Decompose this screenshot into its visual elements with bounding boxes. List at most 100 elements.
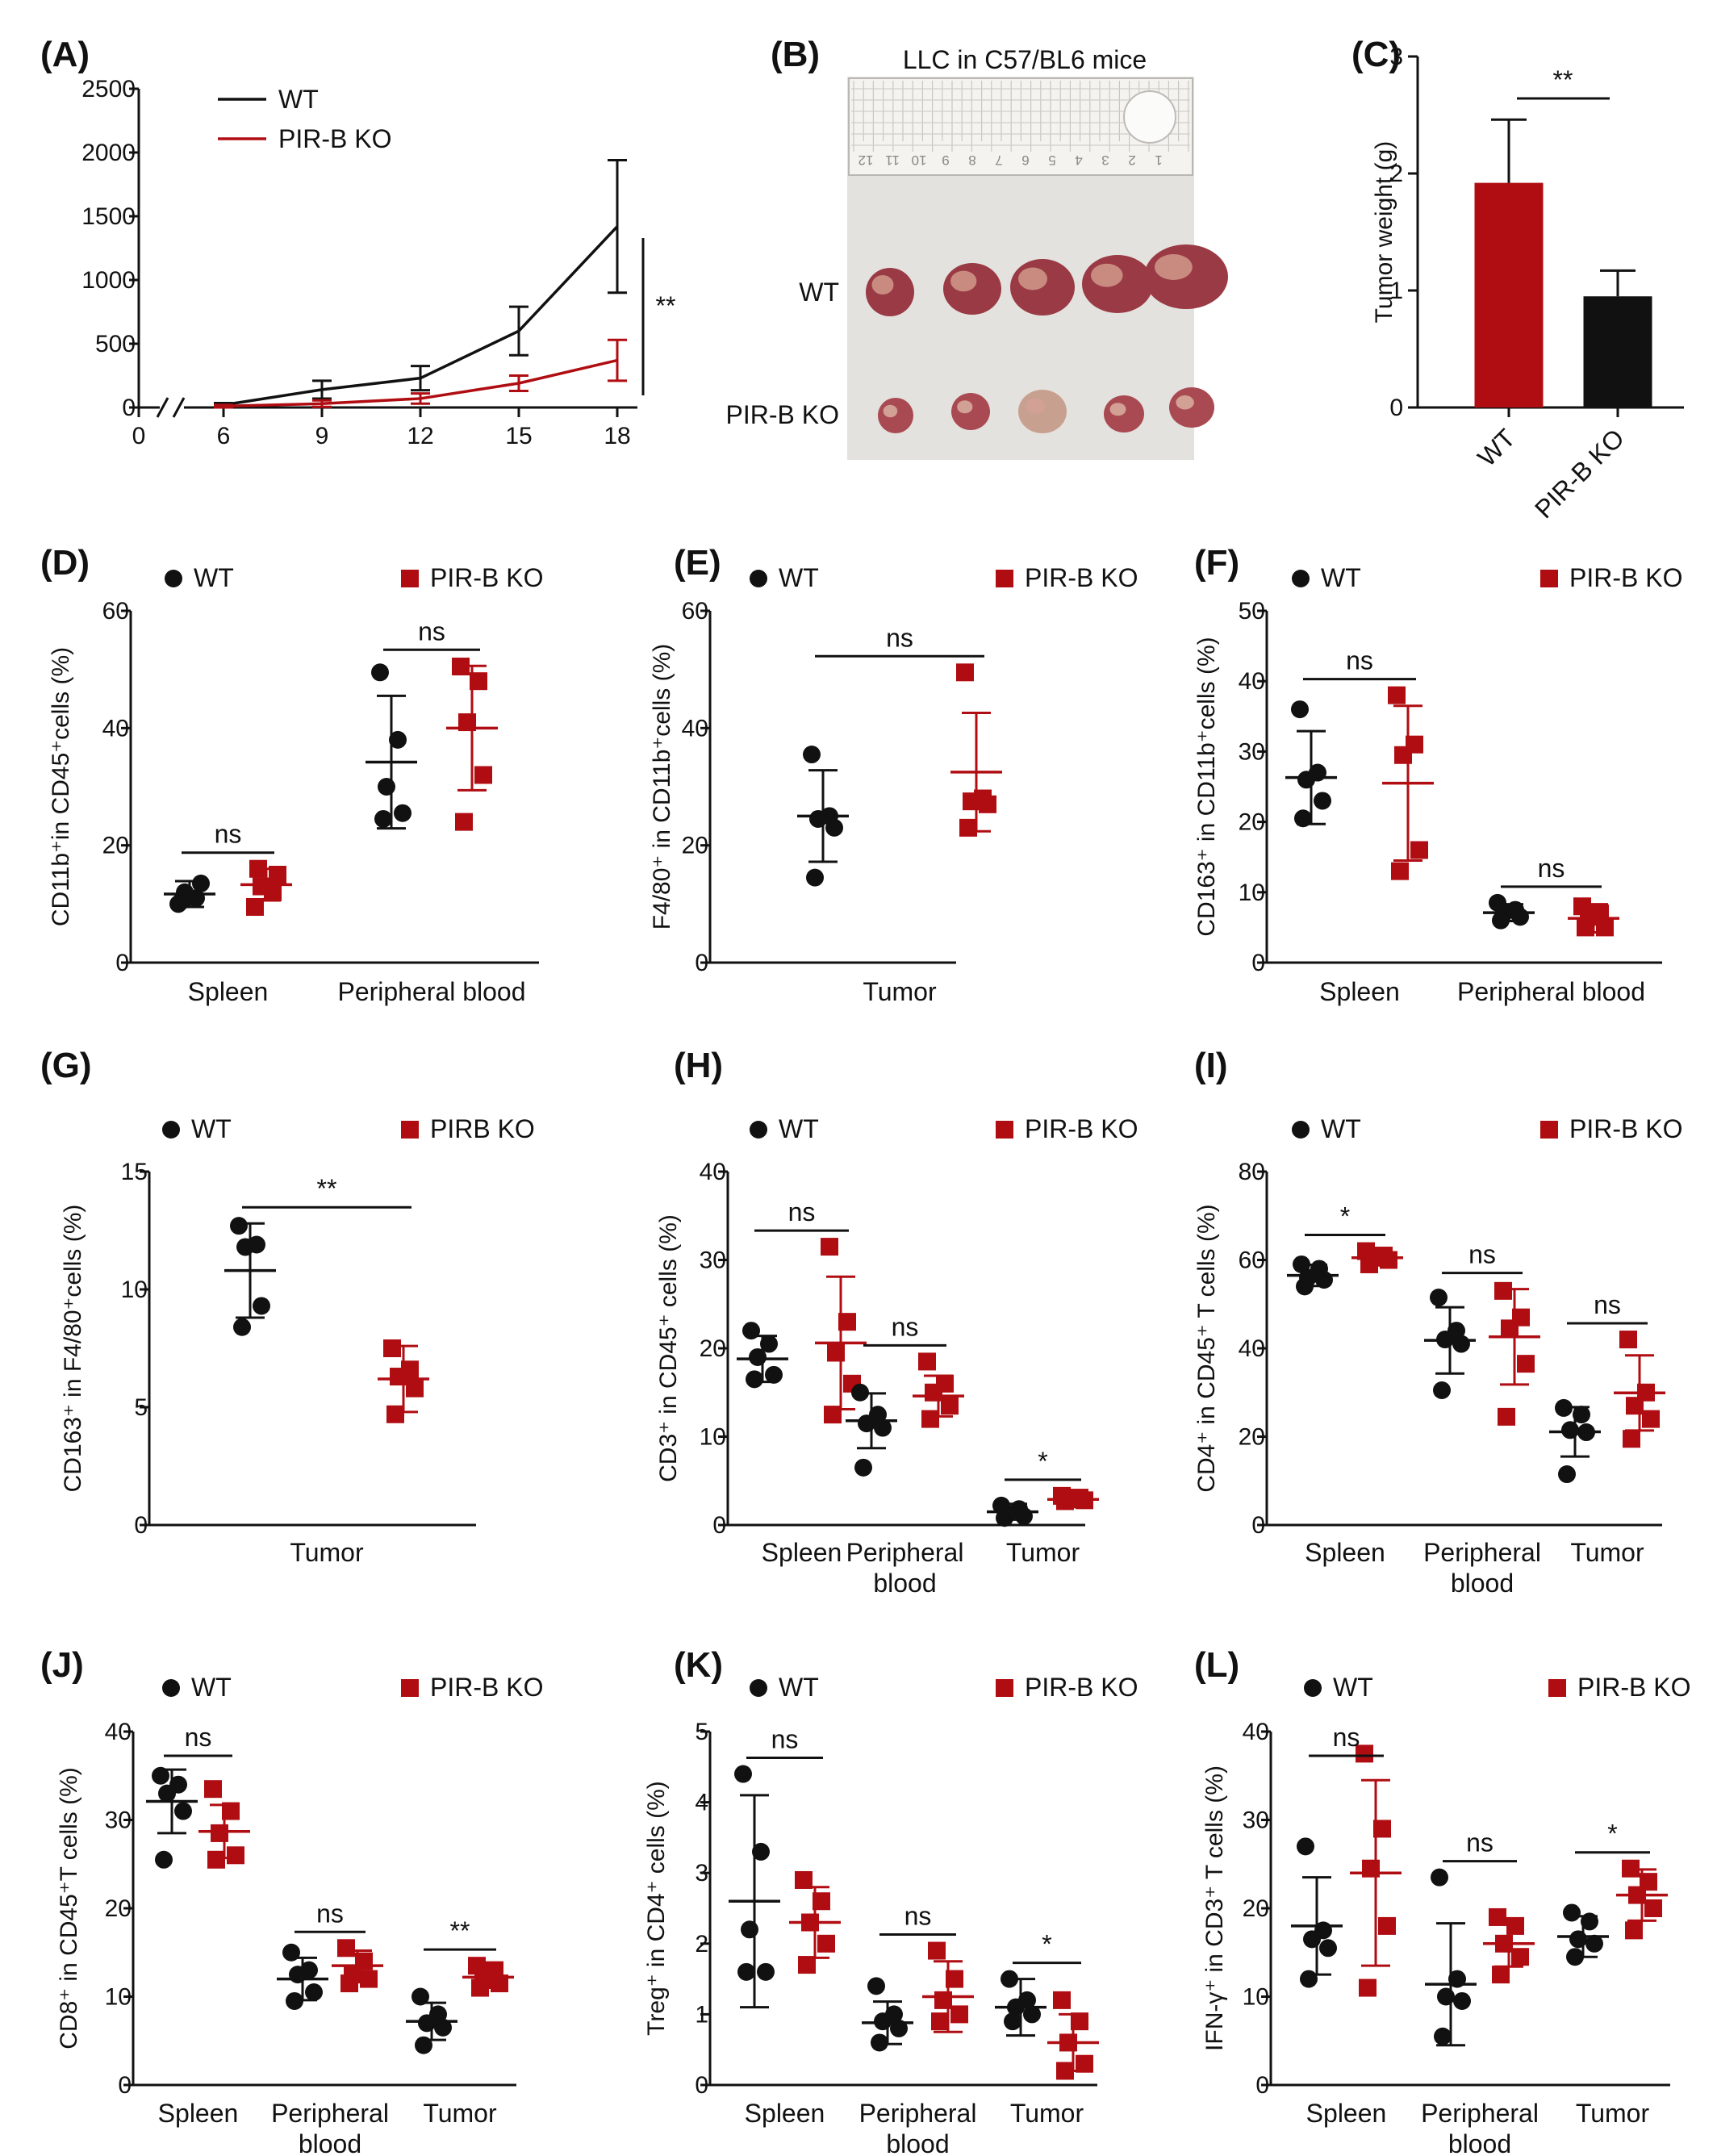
y-tick-label: 40 [105, 1719, 132, 1745]
x-category-label: Tumor [1576, 2099, 1650, 2128]
x-category-label: Tumor [1006, 1538, 1080, 1567]
wt-point [378, 778, 395, 796]
row-label-ko: PIR-B KO [726, 400, 839, 429]
ko-point [821, 1238, 838, 1256]
wt-point [809, 809, 827, 828]
y-tick-label: 0 [695, 950, 708, 976]
wt-point [867, 1977, 885, 1995]
panel-label: (B) [771, 35, 820, 74]
ko-point [269, 866, 286, 884]
panel-d: (D) WT PIR-B KO 0 20 40 60 CD11b⁺in CD45⁺cells … [40, 543, 543, 1006]
wt-point [803, 746, 821, 764]
wt-point [152, 1766, 169, 1785]
legend-wt-marker [750, 1679, 767, 1697]
legend-ko-label: PIR-B KO [430, 563, 543, 592]
tumor-highlight [1091, 263, 1123, 287]
tumor-highlight [1176, 395, 1194, 410]
wt-point [1431, 1868, 1448, 1886]
y-tick-label: 0 [1251, 1512, 1265, 1539]
y-axis-label: CD4⁺ in CD45⁺ T cells (%) [1193, 1204, 1220, 1492]
y-tick-label: 10 [105, 1984, 132, 2011]
ko-point [931, 2012, 949, 2031]
y-tick-label: 15 [121, 1159, 148, 1185]
ko-point [979, 795, 996, 813]
legend-ko-marker [996, 1679, 1013, 1697]
y-tick-label: 20 [105, 1895, 132, 1922]
wt-point [1453, 1991, 1471, 2010]
legend-wt-marker [1304, 1679, 1322, 1697]
wt-point [825, 818, 843, 837]
tumor-highlight [957, 400, 973, 414]
panel-i: (I) WT PIR-B KO 0 20 40 60 80 CD4⁺ in CD45⁺ T ce… [1193, 1046, 1682, 1598]
significance-label: ns [418, 616, 445, 646]
wt-point [1297, 771, 1315, 789]
wt-point [737, 1962, 755, 1981]
tumor-highlight [1026, 398, 1045, 414]
ko-point [1391, 862, 1409, 880]
ko-point [813, 1892, 830, 1911]
wt-point [192, 874, 210, 892]
ruler-number: 9 [942, 153, 949, 168]
significance-label: ns [215, 820, 242, 849]
significance-label: * [1038, 1447, 1047, 1476]
y-tick-label: 60 [682, 598, 708, 625]
y-tick-label: 0 [695, 2072, 708, 2099]
ko-tumor [878, 398, 913, 433]
legend-ko-marker [401, 570, 419, 587]
bar-ko [1583, 296, 1652, 407]
ko-point [925, 1383, 942, 1402]
ko-point [1501, 1319, 1519, 1338]
x-tick-label: 9 [315, 423, 329, 449]
x-tick-label: 18 [604, 423, 630, 449]
panel-h: (H) WT PIR-B KO 0 10 20 30 40 CD3⁺ in CD45⁺ cell… [655, 1046, 1138, 1598]
legend-wt-marker [750, 1121, 767, 1139]
y-tick-label: 30 [1239, 738, 1265, 765]
ko-point [963, 792, 980, 811]
legend-wt-label: WT [779, 1114, 819, 1143]
wt-point [746, 1370, 763, 1389]
y-axis-label: CD163⁺ in CD11b⁺cells (%) [1193, 637, 1220, 936]
ko-point [1373, 1820, 1391, 1838]
wt-point [173, 892, 190, 910]
wt-point [253, 1297, 270, 1315]
ko-point [1577, 918, 1594, 937]
wt-point [741, 1920, 758, 1939]
ruler-number: 11 [885, 153, 900, 168]
ko-point [950, 2005, 968, 2024]
legend-ko-marker [1548, 1679, 1566, 1697]
ko-point [946, 1970, 963, 1988]
ruler-number: 7 [995, 153, 1002, 168]
y-tick-label: 1 [1389, 278, 1403, 304]
legend-wt-label: WT [194, 563, 234, 592]
x-category-label: PIR-B KO [1529, 423, 1630, 524]
y-axis-label: F4/80⁺ in CD11b⁺cells (%) [649, 644, 675, 930]
y-tick-label: 20 [700, 1335, 726, 1362]
legend-wt-label: WT [779, 1673, 819, 1702]
y-tick-label: 0 [712, 1512, 726, 1539]
ko-point [1071, 2012, 1088, 2031]
ko-point [1619, 1331, 1637, 1349]
panel-a: (A) 0 500 1000 1500 2000 2500 0 6 9 12 15 18 WT PIR-B … [40, 35, 675, 449]
ko-point [1492, 1966, 1510, 1984]
y-axis-label: CD3⁺ in CD45⁺ cells (%) [655, 1214, 682, 1482]
y-tick-label: 30 [105, 1807, 132, 1834]
wt-point [854, 1458, 872, 1477]
y-tick-label: 40 [1239, 1335, 1265, 1362]
wt-point [389, 730, 407, 749]
legend-ko-label: PIR-B KO [430, 1673, 543, 1702]
wt-point [734, 1765, 752, 1783]
legend-ko-label: PIR-B KO [1025, 1673, 1138, 1702]
x-category-label: blood [873, 1569, 936, 1598]
y-tick-label: 20 [1239, 1424, 1265, 1451]
significance-label: ns [1346, 646, 1373, 675]
wt-point [1434, 2027, 1452, 2045]
y-tick-label: 40 [682, 715, 708, 742]
y-tick-label: 80 [1239, 1159, 1265, 1185]
tumor-highlight [1109, 403, 1126, 416]
significance-label: ** [656, 291, 676, 320]
panel-label: (G) [40, 1046, 92, 1085]
wt-point [434, 2018, 452, 2037]
ruler-number: 4 [1075, 153, 1082, 168]
wt-point [394, 804, 411, 822]
ko-tumor [1169, 387, 1214, 428]
